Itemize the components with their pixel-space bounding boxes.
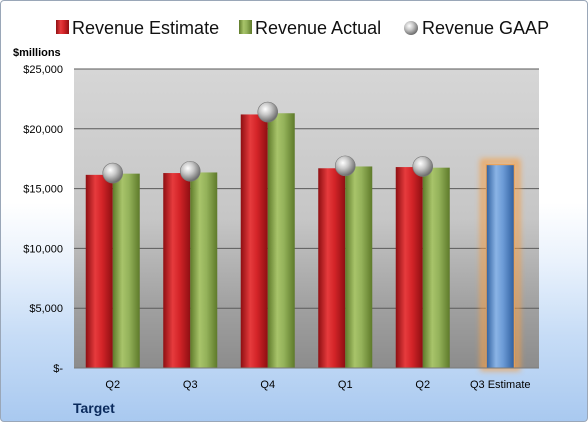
bar-revenue-estimate <box>240 114 268 368</box>
plot-area <box>74 69 539 368</box>
legend-label-gaap: Revenue GAAP <box>422 18 549 38</box>
x-tick-label: Q3 Estimate <box>470 379 531 391</box>
marker-revenue-gaap <box>257 101 279 123</box>
legend: Revenue Estimate Revenue Actual Revenue … <box>56 18 549 38</box>
marker-revenue-gaap <box>179 160 201 182</box>
gridlines <box>74 68 539 309</box>
legend-swatch-estimate <box>56 20 69 34</box>
legend-item-revenue-gaap: Revenue GAAP <box>404 18 549 38</box>
bar-revenue-actual <box>345 166 373 368</box>
x-axis-ticks: Q2 Q3 Q4 Q1 Q2 Q3 Estimate <box>105 379 530 391</box>
legend-label-actual: Revenue Actual <box>255 18 381 38</box>
y-tick-label: $25,000 <box>23 64 63 76</box>
marker-revenue-gaap <box>334 155 356 177</box>
y-tick-label: $- <box>53 363 63 375</box>
bar-revenue-actual <box>422 167 450 368</box>
company-label: Target <box>73 400 115 416</box>
y-axis-ticks: $- $5,000 $10,000 $15,000 $20,000 $25,000 <box>23 64 63 375</box>
bar-revenue-estimate <box>85 174 113 368</box>
y-tick-label: $5,000 <box>29 303 63 315</box>
y-tick-label: $10,000 <box>23 243 63 255</box>
legend-item-revenue-actual: Revenue Actual <box>239 18 381 38</box>
x-tick-label: Q4 <box>260 379 275 391</box>
bar-revenue-estimate <box>163 173 191 368</box>
legend-label-estimate: Revenue Estimate <box>72 18 219 38</box>
marker-revenue-gaap <box>102 162 124 184</box>
y-tick-label: $15,000 <box>23 184 63 196</box>
x-tick-label: Q1 <box>338 379 353 391</box>
x-tick-label: Q2 <box>105 379 120 391</box>
x-tick-label: Q3 <box>183 379 198 391</box>
marker-revenue-gaap <box>412 156 434 177</box>
legend-swatch-actual <box>239 20 252 34</box>
unit-label: $millions <box>13 47 61 59</box>
legend-swatch-gaap <box>404 21 418 35</box>
bar-forecast-estimate <box>485 164 515 369</box>
bar-revenue-actual <box>190 172 218 368</box>
bar-revenue-estimate <box>395 167 423 368</box>
y-tick-label: $20,000 <box>23 124 63 136</box>
bar-revenue-actual <box>267 113 295 368</box>
bars <box>85 113 521 371</box>
x-tick-label: Q2 <box>415 379 430 391</box>
gaap-markers <box>102 101 434 184</box>
bar-revenue-estimate <box>318 168 346 368</box>
bar-revenue-actual <box>112 173 140 368</box>
legend-item-revenue-estimate: Revenue Estimate <box>56 18 219 38</box>
